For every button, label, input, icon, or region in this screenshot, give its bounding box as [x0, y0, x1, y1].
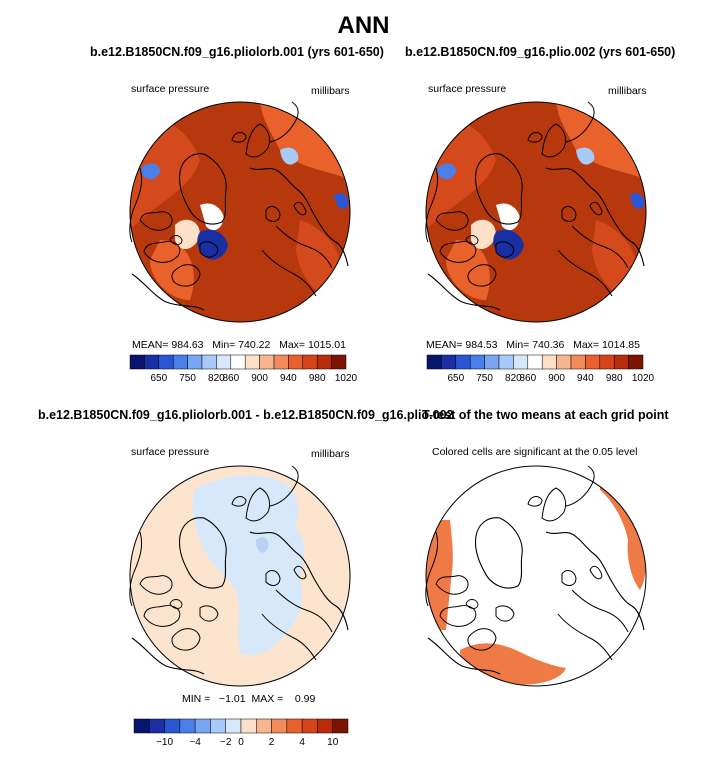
panel1-colorbar-tick-label: 750 [179, 373, 196, 384]
panel2-colorbar-swatch-0 [427, 355, 441, 369]
panel1-colorbar-tick-label: 900 [251, 373, 268, 384]
panel3-colorbar-swatch-3 [180, 719, 195, 733]
panel3-colorbar-tick-label: 4 [299, 737, 305, 748]
panel3-colorbar-tick-label: 0 [238, 737, 244, 748]
panel2-colorbar-swatch-8 [542, 355, 556, 369]
panel1-colorbar-tick-label: 1020 [335, 373, 358, 384]
panel2-colorbar-swatch-7 [528, 355, 542, 369]
panel3-colorbar-swatch-6 [226, 719, 241, 733]
panel1-colorbar-tick-label: 980 [309, 373, 326, 384]
panel3-colorbar-tick-label: −4 [189, 737, 201, 748]
panel2-colorbar-swatch-1 [441, 355, 455, 369]
panel2-map [426, 100, 646, 322]
panel3-colorbar-swatch-4 [195, 719, 210, 733]
panel2-colorbar-tick-label: 650 [447, 373, 464, 384]
panel1-map [130, 100, 350, 322]
panel2-colorbar-swatch-3 [470, 355, 484, 369]
panel3-colorbar-tick-label: 2 [269, 737, 275, 748]
panel2-colorbar-swatch-5 [499, 355, 513, 369]
panel3-colorbar-swatch-0 [134, 719, 149, 733]
panel1-colorbar-swatch-10 [274, 355, 288, 369]
panel1-colorbar-swatch-0 [130, 355, 144, 369]
panel1-colorbar-swatch-12 [303, 355, 317, 369]
panel3-colorbar-swatch-1 [149, 719, 164, 733]
panel2-colorbar-tick-label: 860 [519, 373, 536, 384]
panel1-colorbar-swatch-11 [288, 355, 302, 369]
panel3-colorbar-swatch-12 [317, 719, 332, 733]
panel3-colorbar-tick-label: 10 [327, 737, 339, 748]
panel3-colorbar-swatch-2 [165, 719, 180, 733]
panel1-colorbar-swatch-3 [173, 355, 187, 369]
panel3-colorbar-swatch-13 [333, 719, 348, 733]
panel3-colorbar-tick-label: −10 [156, 737, 173, 748]
panel2-colorbar-swatch-4 [485, 355, 499, 369]
panel1-colorbar-swatch-1 [144, 355, 158, 369]
panel1-colorbar-swatch-8 [245, 355, 259, 369]
panel1-colorbar-swatch-7 [231, 355, 245, 369]
panel3-map [130, 466, 350, 686]
panel2-colorbar-swatch-2 [456, 355, 470, 369]
panel3-colorbar-swatch-10 [287, 719, 302, 733]
panel1-colorbar-tick-label: 940 [280, 373, 297, 384]
panel2-colorbar-tick-label: 750 [476, 373, 493, 384]
panel3-colorbar-tick-label: −2 [220, 737, 232, 748]
panel2-colorbar-tick-label: 1020 [632, 373, 655, 384]
panel1-colorbar-swatch-9 [260, 355, 274, 369]
panel1-colorbar-swatch-4 [188, 355, 202, 369]
panel3-colorbar-swatch-7 [241, 719, 256, 733]
panel3-colorbar-swatch-8 [256, 719, 271, 733]
panel1-colorbar-swatch-5 [202, 355, 216, 369]
panel2-colorbar-swatch-12 [600, 355, 614, 369]
panel2-colorbar-swatch-11 [585, 355, 599, 369]
panel1-colorbar-tick-label: 650 [150, 373, 167, 384]
panel3-colorbar-swatch-5 [210, 719, 225, 733]
panel2-colorbar-swatch-13 [614, 355, 628, 369]
panel1-colorbar-tick-label: 860 [222, 373, 239, 384]
panel3-colorbar-swatch-9 [272, 719, 287, 733]
panel2-colorbar-swatch-9 [557, 355, 571, 369]
panel4-map [426, 466, 647, 686]
panel2-colorbar-tick-label: 940 [577, 373, 594, 384]
panel2-colorbar-swatch-14 [629, 355, 643, 369]
panel1-colorbar-swatch-6 [216, 355, 230, 369]
panel3-colorbar-swatch-11 [302, 719, 317, 733]
panel2-colorbar-tick-label: 900 [548, 373, 565, 384]
panel2-colorbar-swatch-6 [513, 355, 527, 369]
panel2-colorbar-tick-label: 980 [606, 373, 623, 384]
panel1-colorbar-swatch-2 [159, 355, 173, 369]
panel3-colorbar: −10 −4 −2 0 2 4 10 [134, 719, 348, 748]
figure-canvas: 650 750 820860 900 940 980 1020 650 750 820860 90… [0, 0, 727, 778]
panel2-colorbar-swatch-10 [571, 355, 585, 369]
panel1-colorbar-swatch-14 [332, 355, 346, 369]
panel1-colorbar-swatch-13 [317, 355, 331, 369]
